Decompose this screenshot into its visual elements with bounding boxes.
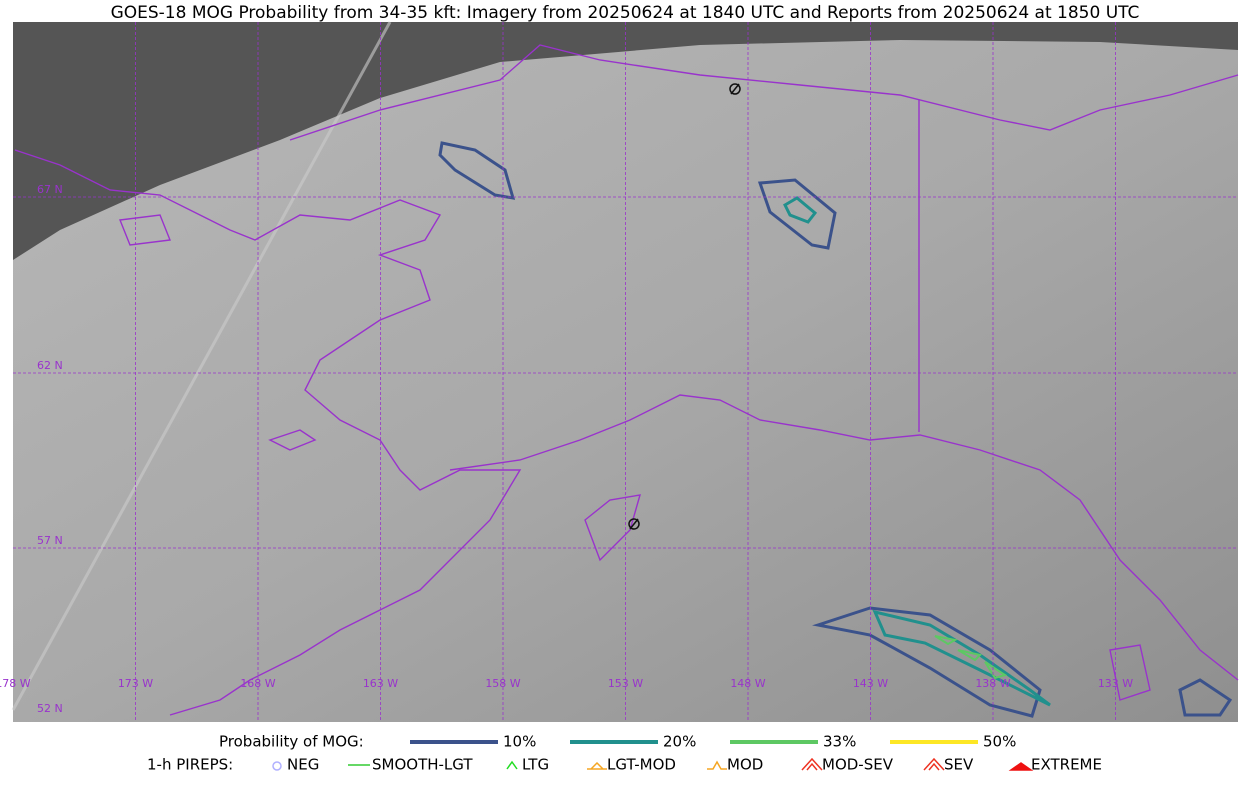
legend-item: MOD-SEV	[822, 756, 894, 774]
scan-line	[11, 21, 392, 711]
lon-label: 148 W	[730, 677, 765, 690]
lon-label: 158 W	[485, 677, 520, 690]
legend-item: 50%	[983, 733, 1016, 751]
legend-item: 33%	[823, 733, 856, 751]
legend-item: NEG	[287, 756, 319, 774]
legend-item: 10%	[503, 733, 536, 751]
mog-contours	[438, 141, 1233, 718]
title: GOES-18 MOG Probability from 34-35 kft: …	[111, 3, 1140, 23]
lon-label: 133 W	[1098, 677, 1133, 690]
graticule: 67 N 62 N 57 N 52 N 178 W 173 W 168 W 163 W 158 …	[0, 22, 1238, 722]
lat-label: 57 N	[37, 534, 63, 547]
no-data-region	[13, 22, 1238, 260]
map: 67 N 62 N 57 N 52 N 178 W 173 W 168 W 163 W 158 …	[0, 21, 1239, 722]
legend-item: MOD	[727, 756, 763, 774]
pirep-icon	[506, 760, 518, 770]
lon-label: 178 W	[0, 677, 31, 690]
lon-label: 153 W	[608, 677, 643, 690]
pirep-markers	[628, 83, 741, 530]
pirep-icon	[1008, 762, 1034, 771]
pirep-icon	[707, 760, 727, 770]
lat-label: 67 N	[37, 183, 63, 196]
pirep-icon	[923, 757, 945, 771]
lon-label: 138 W	[975, 677, 1010, 690]
legend-item: 20%	[663, 733, 696, 751]
legend-item: SMOOTH-LGT	[372, 756, 473, 774]
legend: Probability of MOG: 10% 20% 33% 50% 1-h PIREP…	[147, 733, 1102, 774]
legend-label: Probability of MOG:	[219, 733, 364, 751]
lat-label: 52 N	[37, 702, 63, 715]
lon-label: 143 W	[853, 677, 888, 690]
lat-label: 62 N	[37, 359, 63, 372]
pirep-icon	[587, 761, 607, 770]
lon-label: 168 W	[240, 677, 275, 690]
legend-item: EXTREME	[1031, 756, 1102, 774]
legend-label: 1-h PIREPS:	[147, 756, 233, 774]
pirep-icon	[272, 761, 282, 771]
pirep-icon	[801, 757, 823, 771]
legend-item: LGT-MOD	[607, 756, 676, 774]
lon-label: 173 W	[118, 677, 153, 690]
legend-item: SEV	[944, 756, 974, 774]
coastlines	[14, 44, 1239, 716]
lon-label: 163 W	[363, 677, 398, 690]
legend-item: LTG	[522, 756, 549, 774]
